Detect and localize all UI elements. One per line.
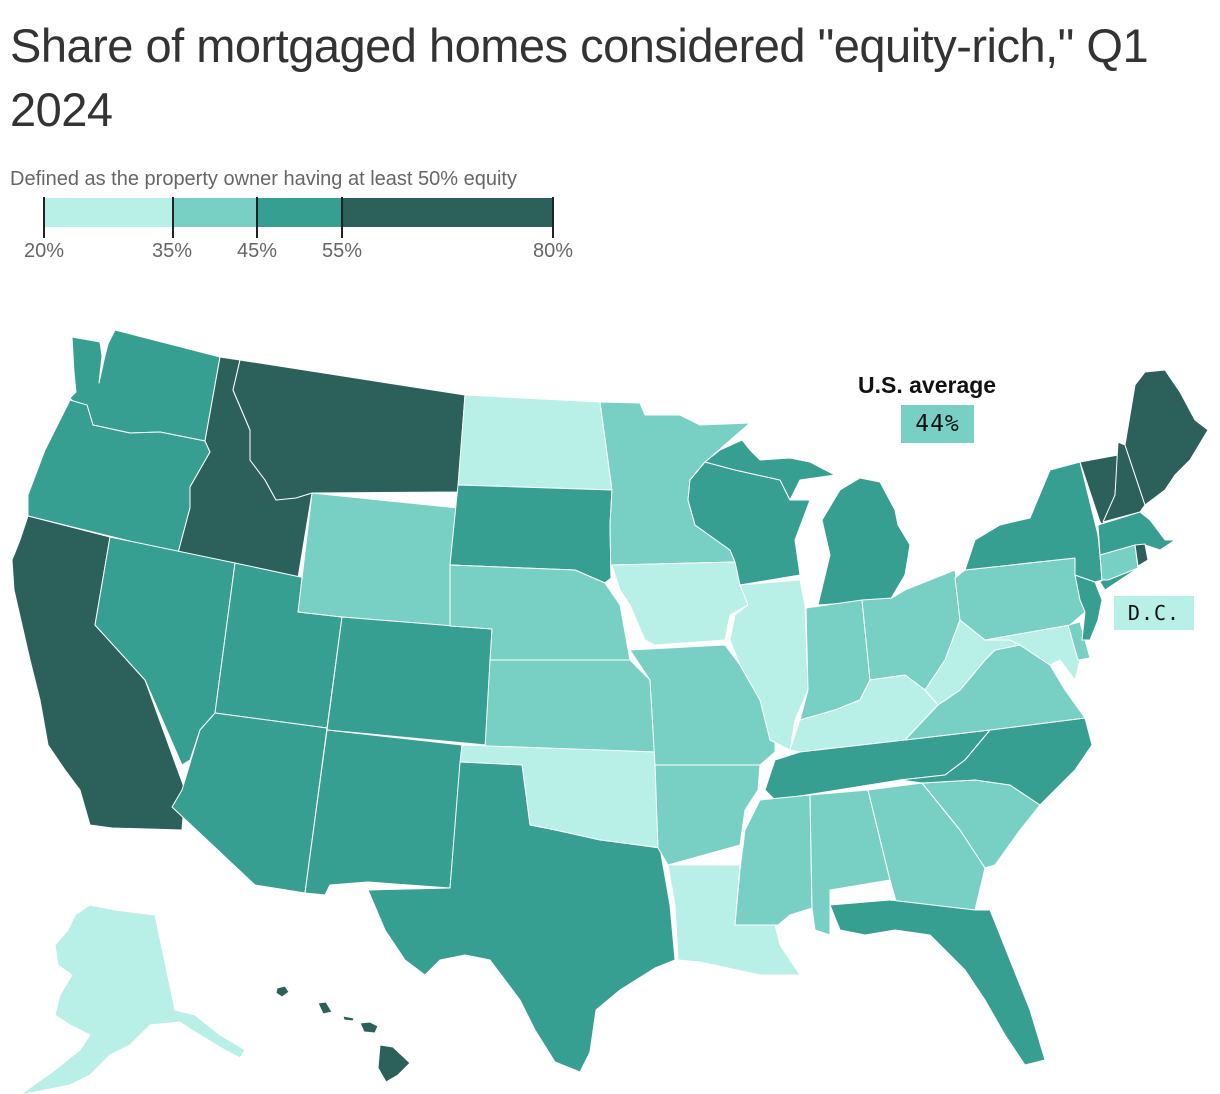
state-NY[interactable] xyxy=(964,461,1103,583)
legend-label-45: 45% xyxy=(236,240,278,262)
legend-tick xyxy=(172,197,174,238)
state-ND[interactable] xyxy=(457,394,613,491)
legend-bin-2 xyxy=(173,198,257,227)
state-WY[interactable] xyxy=(297,492,459,627)
state-RI[interactable] xyxy=(1134,543,1149,567)
legend-bin-1 xyxy=(44,198,173,227)
state-MI-UP[interactable] xyxy=(704,439,836,501)
legend-bin-4 xyxy=(342,198,553,227)
state-MS[interactable] xyxy=(734,794,813,926)
us-average-label: U.S. average xyxy=(858,372,997,398)
legend-tick xyxy=(256,197,258,238)
state-IL[interactable] xyxy=(729,579,809,751)
dc-badge[interactable]: D.C. xyxy=(1114,596,1194,630)
legend-label-20: 20% xyxy=(23,240,65,262)
state-CO[interactable] xyxy=(326,616,493,746)
chart-subtitle: Defined as the property owner having at … xyxy=(10,168,517,190)
state-KS[interactable] xyxy=(484,659,656,753)
state-HI[interactable] xyxy=(275,985,411,1083)
state-AR[interactable] xyxy=(654,764,761,866)
state-CT[interactable] xyxy=(1099,544,1139,581)
legend-tick xyxy=(43,197,45,238)
chart-title: Share of mortgaged homes considered "equ… xyxy=(10,19,1149,136)
state-ME[interactable] xyxy=(1124,369,1209,506)
state-NJ[interactable] xyxy=(1074,574,1103,641)
legend-bin-3 xyxy=(257,198,342,227)
legend-tick xyxy=(341,197,343,238)
color-legend: 20% 35% 45% 55% 80% xyxy=(0,0,620,270)
state-MT[interactable] xyxy=(232,359,466,501)
state-NM[interactable] xyxy=(304,729,463,896)
legend-label-35: 35% xyxy=(151,240,193,262)
us-average-value: 44% xyxy=(901,405,974,443)
state-DE[interactable] xyxy=(1067,621,1091,661)
state-MI[interactable] xyxy=(817,477,911,606)
legend-tick xyxy=(552,197,554,238)
state-AK[interactable] xyxy=(20,904,246,1094)
legend-label-55: 55% xyxy=(321,240,363,262)
state-TX[interactable] xyxy=(367,761,676,1073)
state-NC[interactable] xyxy=(899,717,1093,806)
legend-label-80: 80% xyxy=(532,240,574,262)
state-FL[interactable] xyxy=(829,899,1046,1066)
state-IA[interactable] xyxy=(611,561,749,646)
